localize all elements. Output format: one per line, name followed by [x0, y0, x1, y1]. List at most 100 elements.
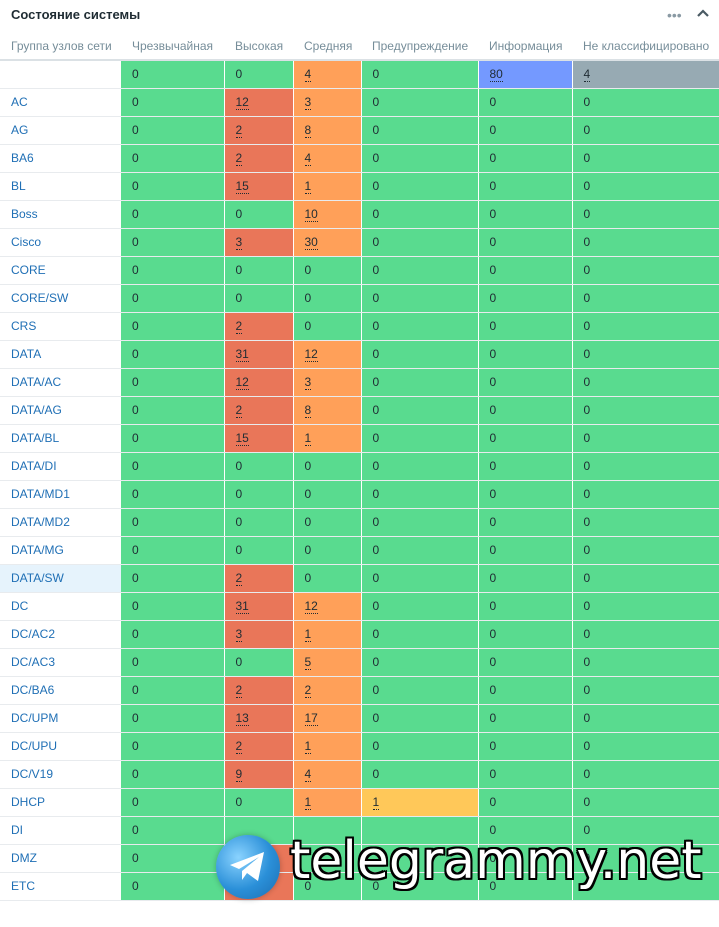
- host-group-link[interactable]: Boss: [0, 200, 121, 229]
- host-group-link[interactable]: BL: [0, 172, 121, 201]
- host-group-link[interactable]: DATA/MG: [0, 536, 121, 565]
- severity-cell: 12: [293, 340, 362, 369]
- problem-count-link[interactable]: 2: [235, 123, 243, 138]
- problem-count-link[interactable]: 2: [235, 151, 243, 166]
- problem-count-link[interactable]: 1: [304, 627, 312, 642]
- problem-count-link[interactable]: 3: [304, 95, 312, 110]
- host-group-link[interactable]: CRS: [0, 312, 121, 341]
- table-row: DATA/SW 0 2 0 0 0 0: [0, 564, 719, 593]
- problem-count-link[interactable]: 2: [235, 571, 243, 586]
- host-group-link[interactable]: DC/V19: [0, 760, 121, 789]
- problem-count-link[interactable]: 12: [304, 347, 318, 362]
- host-group-link[interactable]: DATA/DI: [0, 452, 121, 481]
- host-group-link[interactable]: DC/BA6: [0, 676, 121, 705]
- host-group-link[interactable]: Cisco: [0, 228, 121, 257]
- host-group-link[interactable]: AC: [0, 88, 121, 117]
- table-row: BL 0 15 1 0 0 0: [0, 172, 719, 201]
- problem-count: 0: [304, 879, 312, 893]
- severity-cell: 0: [361, 228, 479, 257]
- severity-cell: 0: [361, 620, 479, 649]
- severity-cell: 0: [572, 424, 719, 453]
- severity-cell: 0: [361, 872, 479, 901]
- severity-cell: 0: [572, 536, 719, 565]
- problem-count-link[interactable]: 1: [304, 739, 312, 754]
- problem-count-link[interactable]: 31: [235, 347, 249, 362]
- problem-count-link[interactable]: 2: [235, 739, 243, 754]
- severity-cell: 0: [293, 536, 362, 565]
- host-group-link[interactable]: DATA/BL: [0, 424, 121, 453]
- problem-count-link[interactable]: 1: [304, 179, 312, 194]
- problem-count-link[interactable]: 5: [304, 655, 312, 670]
- host-group-link[interactable]: DC/UPU: [0, 732, 121, 761]
- host-group-link[interactable]: DATA/MD1: [0, 480, 121, 509]
- problems-by-severity-table: Группа узлов сети Чрезвычайная Высокая С…: [0, 32, 719, 901]
- severity-cell: 8: [293, 396, 362, 425]
- problem-count: 0: [372, 599, 380, 613]
- host-group-link[interactable]: DC/UPM: [0, 704, 121, 733]
- widget-header: Состояние системы •••: [0, 0, 719, 33]
- problem-count-link[interactable]: 30: [304, 235, 318, 250]
- host-group-link[interactable]: CORE/SW: [0, 284, 121, 313]
- problem-count-link[interactable]: 3: [304, 375, 312, 390]
- host-group-link[interactable]: ETC: [0, 872, 121, 901]
- problem-count-link[interactable]: 12: [235, 95, 249, 110]
- problem-count-link[interactable]: 15: [235, 431, 249, 446]
- problem-count: 0: [132, 767, 139, 781]
- severity-cell: 0: [121, 144, 225, 173]
- host-group-link[interactable]: DATA/MD2: [0, 508, 121, 537]
- problem-count-link[interactable]: 13: [235, 711, 249, 726]
- problem-count-link[interactable]: 4: [304, 151, 312, 166]
- severity-cell: 0: [121, 760, 225, 789]
- problem-count: 0: [583, 95, 591, 109]
- severity-cell: 0: [361, 648, 479, 677]
- host-group-link[interactable]: DATA/SW: [0, 564, 121, 593]
- problem-count: 0: [132, 431, 139, 445]
- problem-count-link[interactable]: 2: [235, 403, 243, 418]
- host-group-link[interactable]: DATA/AG: [0, 396, 121, 425]
- severity-cell: 0: [224, 200, 294, 229]
- problem-count-link[interactable]: 2: [235, 879, 243, 894]
- problem-count: 0: [372, 123, 380, 137]
- problem-count-link[interactable]: 3: [235, 235, 243, 250]
- problem-count-link[interactable]: 2: [235, 319, 243, 334]
- problem-count-link[interactable]: 8: [304, 123, 312, 138]
- problem-count-link[interactable]: 1: [372, 795, 380, 810]
- problem-count-link[interactable]: 3: [235, 627, 243, 642]
- host-group-link[interactable]: DI: [0, 816, 121, 845]
- problem-count-link[interactable]: 2: [235, 683, 243, 698]
- problem-count-link[interactable]: 12: [235, 375, 249, 390]
- problem-count-link[interactable]: 1: [304, 431, 312, 446]
- problem-count-link[interactable]: 4: [304, 67, 312, 83]
- host-group-link[interactable]: DC/AC3: [0, 648, 121, 677]
- problem-count-link[interactable]: 4: [583, 67, 591, 83]
- chevron-up-icon[interactable]: [695, 6, 711, 20]
- problem-count: 0: [132, 571, 139, 585]
- host-group-link[interactable]: DATA/AC: [0, 368, 121, 397]
- problem-count-link[interactable]: 2: [304, 683, 312, 698]
- problem-count: 0: [132, 207, 139, 221]
- host-group-link[interactable]: DC/AC2: [0, 620, 121, 649]
- problem-count-link[interactable]: 4: [304, 767, 312, 782]
- problem-count: 0: [583, 403, 591, 417]
- problem-count-link[interactable]: 31: [235, 599, 249, 614]
- problem-count-link[interactable]: 80: [489, 67, 503, 83]
- problem-count-link[interactable]: 12: [304, 599, 318, 614]
- host-group-link[interactable]: DC: [0, 592, 121, 621]
- host-group-link[interactable]: BA6: [0, 144, 121, 173]
- host-group-link[interactable]: CORE: [0, 256, 121, 285]
- problem-count-link[interactable]: 9: [235, 767, 243, 782]
- problem-count: 0: [489, 95, 497, 109]
- problem-count-link[interactable]: 8: [304, 403, 312, 418]
- problem-count: 0: [132, 235, 139, 249]
- more-horizontal-icon[interactable]: •••: [667, 7, 682, 23]
- host-group-link[interactable]: DATA: [0, 340, 121, 369]
- severity-cell: 0: [361, 480, 479, 509]
- problem-count-link[interactable]: 1: [304, 795, 312, 810]
- host-group-link[interactable]: DMZ: [0, 844, 121, 873]
- problem-count-link[interactable]: 15: [235, 179, 249, 194]
- host-group-link[interactable]: DHCP: [0, 788, 121, 817]
- problem-count-link[interactable]: 17: [304, 711, 318, 726]
- host-group-link[interactable]: AG: [0, 116, 121, 145]
- problem-count-link[interactable]: 10: [304, 207, 318, 222]
